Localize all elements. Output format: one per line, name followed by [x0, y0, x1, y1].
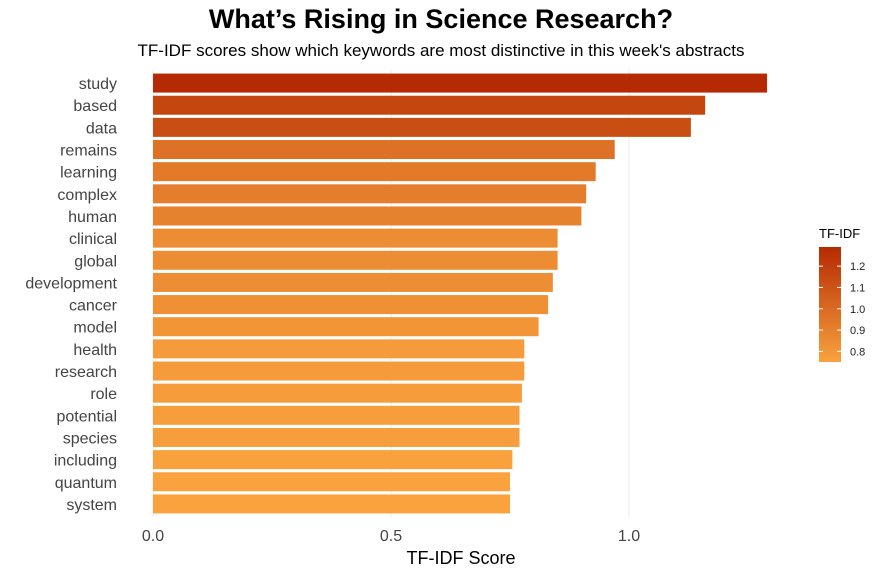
legend-tick-label: 0.9: [850, 325, 865, 337]
y-label-potential: potential: [57, 408, 118, 425]
x-tick-label: 1.0: [618, 528, 640, 545]
y-label-model: model: [73, 320, 117, 337]
bar-potential: [153, 405, 520, 425]
bar-species: [153, 427, 520, 447]
y-label-system: system: [66, 497, 117, 514]
y-label-development: development: [25, 275, 117, 292]
bar-cancer: [153, 295, 549, 315]
y-label-role: role: [90, 386, 117, 403]
bar-system: [153, 494, 510, 514]
bar-remains: [153, 140, 615, 160]
legend-tick-label: 1.2: [850, 261, 865, 273]
bar-based: [153, 95, 706, 115]
legend-tick-label: 1.0: [850, 304, 865, 316]
bar-research: [153, 361, 525, 381]
legend-colorbar: [819, 247, 841, 362]
bar-model: [153, 317, 539, 337]
y-label-human: human: [68, 209, 117, 226]
color-legend: TF-IDF 1.2 1.1 1.0 0.9 0.8: [819, 226, 865, 362]
y-label-based: based: [73, 98, 117, 115]
legend-ticks: 1.2 1.1 1.0 0.9 0.8: [819, 261, 865, 358]
y-label-complex: complex: [57, 187, 117, 204]
legend-title: TF-IDF: [819, 226, 860, 241]
y-label-cancer: cancer: [69, 298, 118, 315]
chart-title: What’s Rising in Science Research?: [208, 4, 674, 34]
bar-health: [153, 339, 525, 359]
x-axis-ticks: 0.0 0.5 1.0: [142, 528, 640, 545]
bars: [153, 73, 768, 514]
bar-clinical: [153, 228, 558, 248]
gridlines: [152, 70, 630, 517]
bar-learning: [153, 162, 596, 182]
y-label-quantum: quantum: [55, 475, 117, 492]
y-axis-labels: study based data remains learning complex huma…: [25, 76, 117, 514]
bar-study: [153, 73, 768, 93]
bar-role: [153, 383, 522, 403]
y-label-including: including: [54, 453, 117, 470]
y-label-learning: learning: [60, 165, 117, 182]
x-axis-title: TF-IDF Score: [406, 548, 515, 568]
bar-global: [153, 250, 558, 270]
x-tick-label: 0.0: [142, 528, 164, 545]
y-label-remains: remains: [60, 143, 117, 160]
bar-including: [153, 450, 513, 470]
y-label-clinical: clinical: [69, 231, 117, 248]
y-label-research: research: [55, 364, 117, 381]
x-tick-label: 0.5: [380, 528, 402, 545]
y-label-health: health: [73, 342, 117, 359]
legend-tick-label: 1.1: [850, 282, 865, 294]
bar-data: [153, 117, 691, 137]
chart-subtitle: TF-IDF scores show which keywords are mo…: [137, 41, 745, 60]
bar-quantum: [153, 472, 510, 492]
y-label-global: global: [74, 253, 117, 270]
legend-tick-label: 0.8: [850, 346, 865, 358]
y-label-species: species: [63, 430, 117, 447]
bar-human: [153, 206, 582, 226]
bar-complex: [153, 184, 587, 204]
y-label-study: study: [79, 76, 117, 93]
y-label-data: data: [86, 120, 117, 137]
bar-development: [153, 272, 553, 292]
